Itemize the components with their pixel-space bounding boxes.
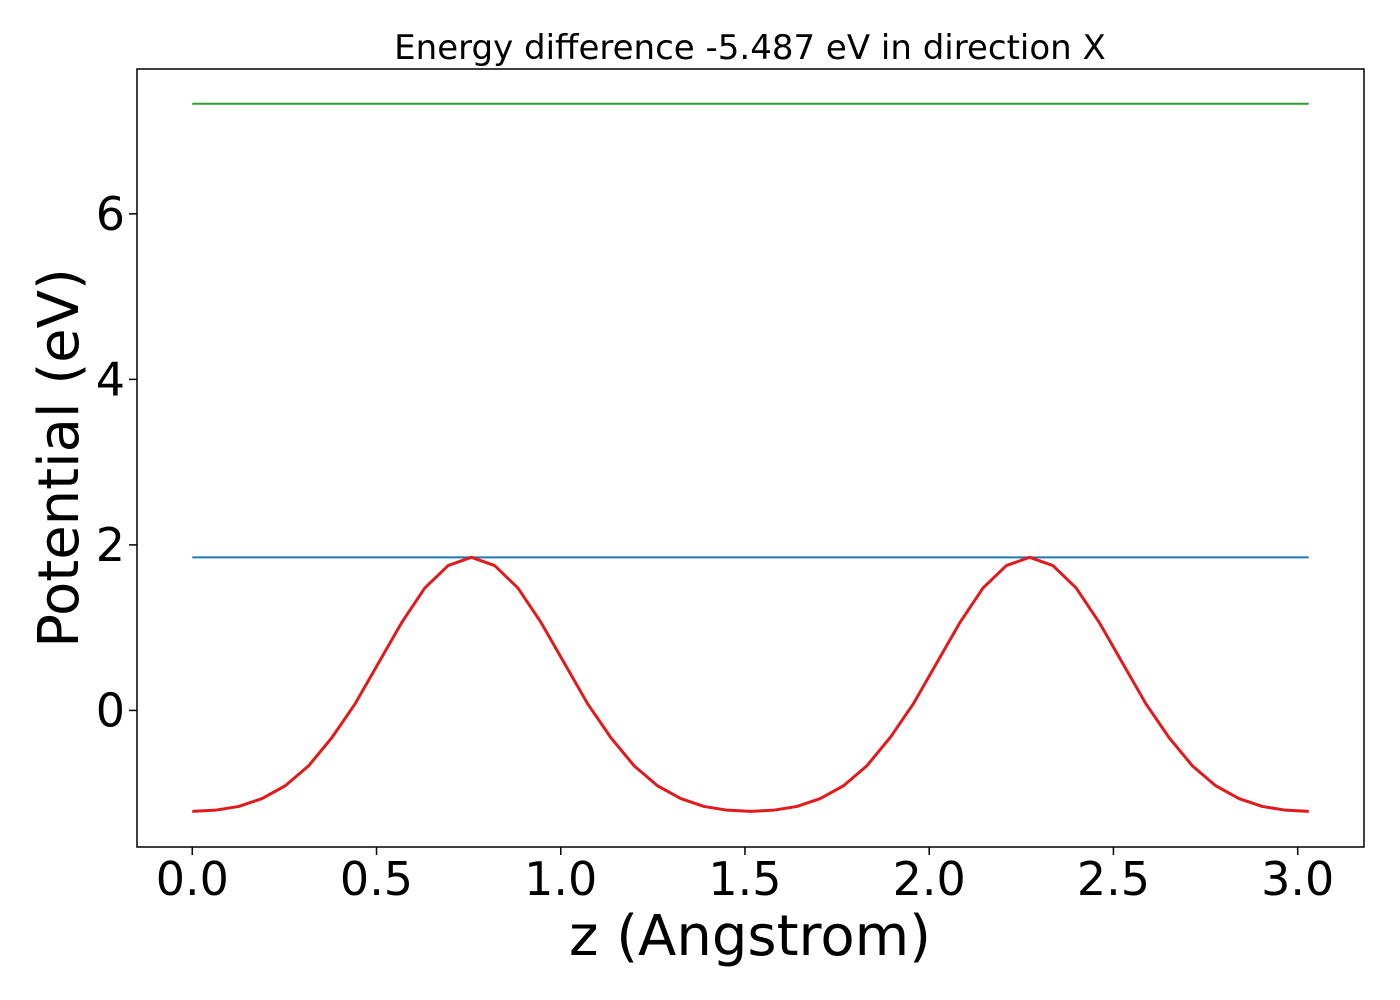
series-line-potential — [192, 555, 1309, 813]
y-tick-label: 6 — [96, 187, 125, 241]
y-tick-label: 0 — [96, 683, 125, 737]
x-tick-label: 2.5 — [1077, 852, 1150, 906]
x-tick-label: 0.5 — [340, 852, 413, 906]
y-tick-label: 4 — [96, 352, 125, 406]
y-axis: 0 2 4 6 — [96, 187, 137, 737]
y-axis-label: Potential (eV) — [27, 268, 92, 648]
plot-area — [192, 102, 1309, 813]
x-axis: 0.0 0.5 1.0 1.5 2.0 2.5 3.0 — [156, 847, 1334, 906]
x-tick-label: 1.0 — [524, 852, 597, 906]
x-axis-label: z (Angstrom) — [569, 904, 931, 969]
axes-frame — [136, 68, 1365, 848]
x-tick-label: 1.5 — [708, 852, 781, 906]
y-tick-label: 2 — [96, 518, 125, 572]
chart-title: Energy difference -5.487 eV in direction… — [394, 28, 1106, 68]
x-tick-label: 3.0 — [1261, 852, 1334, 906]
x-tick-label: 2.0 — [893, 852, 966, 906]
x-tick-label: 0.0 — [156, 852, 229, 906]
